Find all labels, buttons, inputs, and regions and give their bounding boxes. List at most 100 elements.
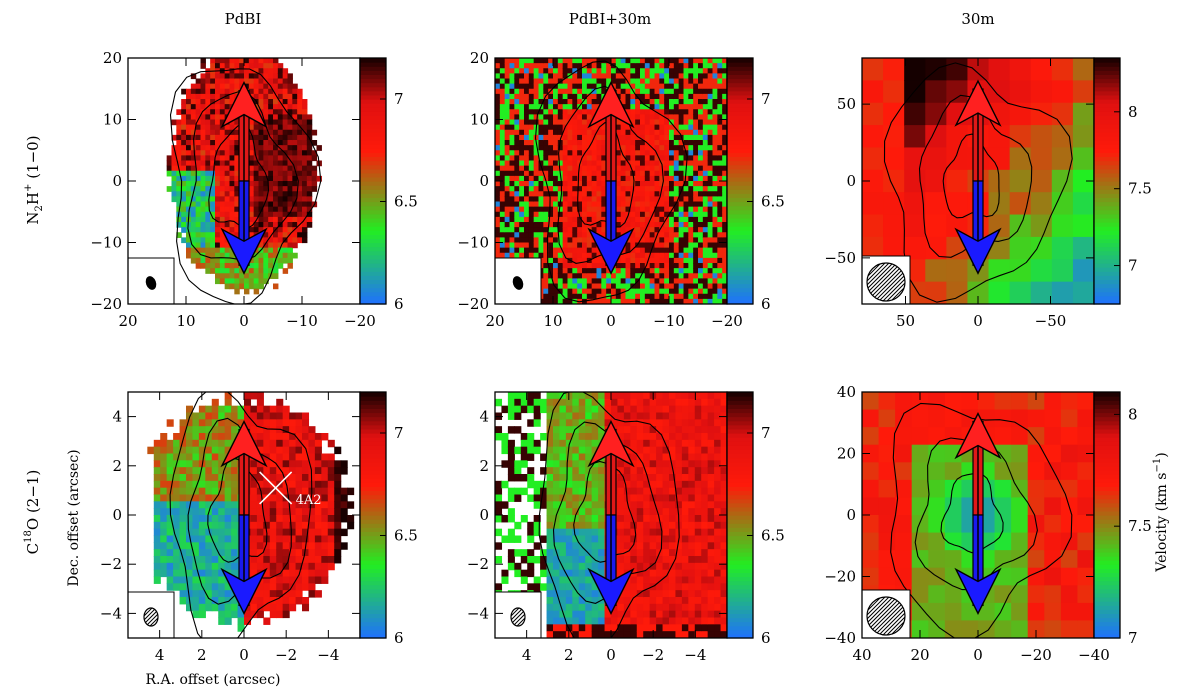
map-pixel <box>673 83 680 90</box>
map-pixel <box>688 288 694 295</box>
map-pixel <box>314 487 322 496</box>
map-pixel <box>664 181 670 187</box>
map-pixel <box>292 175 298 182</box>
map-pixel <box>334 460 342 468</box>
map-pixel <box>514 93 520 100</box>
map-pixel <box>664 58 670 64</box>
map-pixel <box>509 68 515 74</box>
map-pixel <box>215 119 221 126</box>
map-pixel <box>514 216 520 223</box>
map-pixel <box>673 150 680 156</box>
map-pixel <box>640 288 646 295</box>
map-pixel <box>282 181 289 187</box>
map-pixel <box>615 73 622 80</box>
map-pixel <box>190 73 197 80</box>
map-pixel <box>289 562 297 571</box>
map-pixel <box>664 114 670 121</box>
map-pixel <box>314 562 322 571</box>
map-pixel <box>578 515 586 523</box>
map-pixel <box>659 278 665 285</box>
map-pixel <box>683 109 689 115</box>
x-tick-label: −10 <box>286 312 318 330</box>
map-pixel <box>586 109 593 115</box>
map-pixel <box>287 191 293 197</box>
map-pixel <box>615 186 622 192</box>
map-pixel <box>654 268 660 274</box>
map-pixel <box>327 487 335 496</box>
map-pixel <box>210 206 216 213</box>
map-pixel <box>224 549 232 557</box>
map-pixel <box>1072 192 1094 216</box>
beam-ellipse <box>512 276 524 290</box>
contour-line <box>187 91 299 261</box>
map-pixel <box>524 68 530 74</box>
map-pixel <box>559 603 567 612</box>
map-pixel <box>702 293 709 300</box>
map-pixel <box>669 257 675 264</box>
map-pixel <box>586 252 593 259</box>
map-pixel <box>649 93 656 100</box>
map-pixel <box>565 480 573 489</box>
map-pixel <box>501 439 509 448</box>
map-pixel <box>565 419 573 427</box>
map-pixel <box>582 242 588 249</box>
map-pixel <box>514 467 522 475</box>
map-pixel <box>659 78 665 85</box>
map-pixel <box>543 293 549 300</box>
map-pixel <box>229 268 235 274</box>
map-pixel <box>553 63 559 69</box>
map-pixel <box>644 119 651 126</box>
map-pixel <box>673 211 680 218</box>
map-pixel <box>248 83 255 90</box>
map-pixel <box>268 227 274 233</box>
map-pixel <box>591 104 598 110</box>
map-pixel <box>186 426 194 434</box>
map-pixel <box>659 114 665 121</box>
map-pixel <box>509 78 515 85</box>
map-pixel <box>630 78 636 85</box>
map-pixel <box>553 562 561 571</box>
map-pixel <box>200 160 206 167</box>
map-pixel <box>282 155 289 162</box>
map-pixel <box>698 124 704 131</box>
map-pixel <box>702 298 709 304</box>
map-pixel <box>292 155 298 162</box>
map-pixel <box>528 222 535 228</box>
map-pixel <box>598 528 606 537</box>
map-pixel <box>514 114 520 121</box>
map-pixel <box>321 562 329 571</box>
map-pixel <box>308 453 316 461</box>
map-pixel <box>688 181 694 187</box>
map-pixel <box>211 521 219 530</box>
map-pixel <box>630 181 636 187</box>
map-pixel <box>250 521 258 530</box>
map-pixel <box>302 211 308 218</box>
map-pixel <box>210 78 216 85</box>
map-pixel <box>678 196 685 203</box>
map-pixel <box>268 263 274 269</box>
map-pixel <box>649 196 656 203</box>
map-pixel <box>176 186 182 192</box>
map-pixel <box>308 494 316 502</box>
map-pixel <box>205 439 213 448</box>
map-pixel <box>630 252 636 259</box>
map-pixel <box>224 583 232 591</box>
map-pixel <box>596 293 602 300</box>
map-pixel <box>181 145 187 151</box>
map-pixel <box>308 590 316 598</box>
map-pixel <box>688 242 694 249</box>
map-pixel <box>263 155 269 162</box>
map-pixel <box>630 134 636 141</box>
redshifted-arrowhead <box>220 419 268 468</box>
map-pixel <box>253 170 260 177</box>
map-pixel <box>287 232 293 238</box>
map-pixel <box>200 237 206 244</box>
map-pixel <box>578 624 586 632</box>
map-pixel <box>297 93 303 100</box>
map-pixel <box>153 535 161 543</box>
map-pixel <box>224 155 231 162</box>
map-pixel <box>578 412 586 420</box>
map-pixel <box>1072 281 1094 304</box>
map-pixel <box>287 175 293 182</box>
map-pixel <box>200 124 206 131</box>
